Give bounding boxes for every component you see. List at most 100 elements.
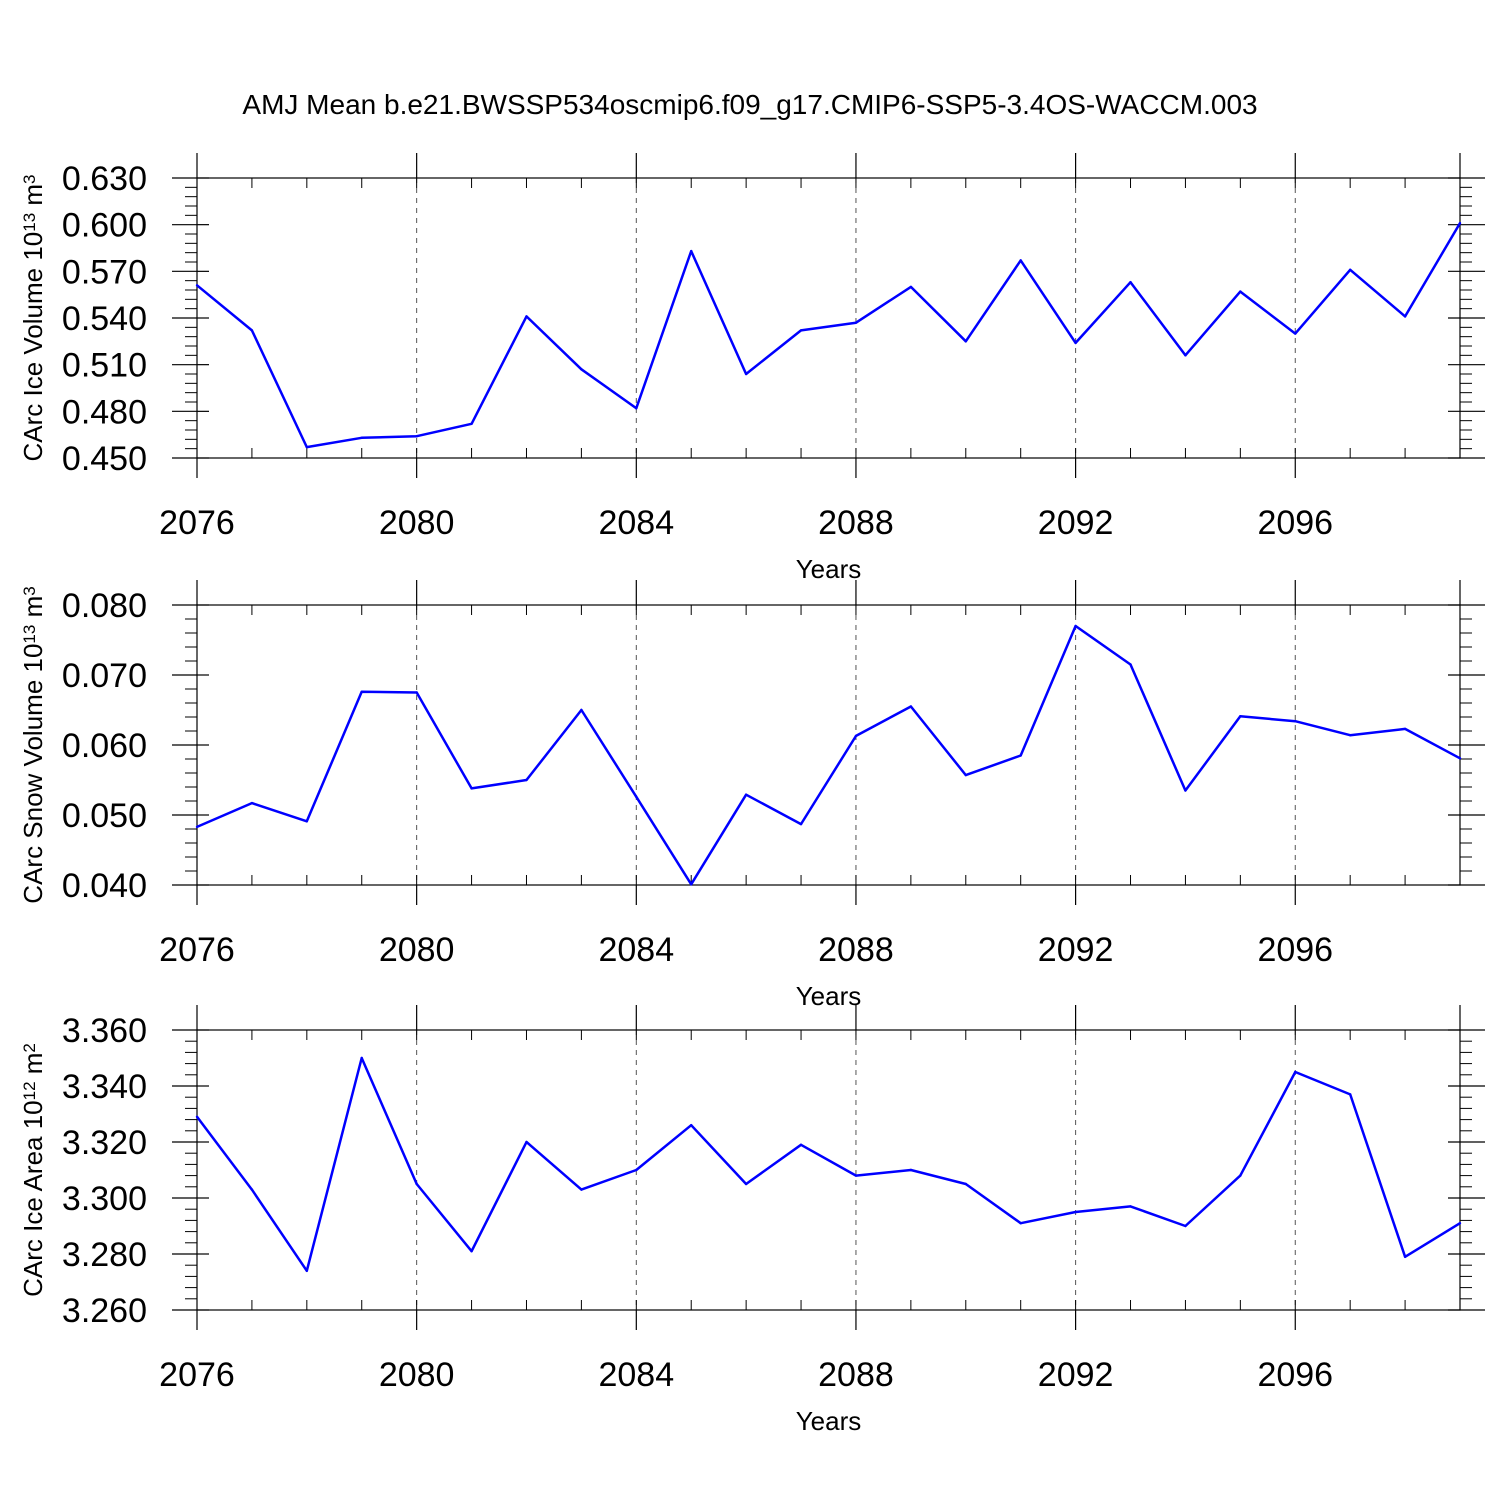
data-point [1184,1224,1187,1228]
y-axis-label-text: m [18,596,48,625]
y-tick-label: 3.340 [62,1068,147,1106]
y-tick-label: 3.360 [62,1012,147,1050]
data-point [1403,727,1407,731]
data-point [1019,259,1022,262]
data-point [1294,1070,1297,1074]
data-point [305,820,309,823]
y-tick-label: 0.570 [62,253,147,291]
data-point [195,284,199,287]
x-tick-label: 2076 [159,1356,235,1394]
data-point [799,329,803,332]
data-point [470,787,473,790]
data-point [580,1188,583,1191]
data-point [415,1182,418,1186]
series-line [196,1056,1461,1273]
y-tick-label: 0.510 [62,347,147,385]
data-point [964,773,967,777]
x-tick-label: 2084 [598,1356,674,1394]
data-point [635,1168,638,1172]
y-tick-label: 3.260 [62,1292,147,1330]
data-point [1129,663,1132,666]
data-point [195,825,199,829]
y-axis-label: CArc Ice Area 1012 m2 [18,1043,48,1297]
x-axis-label: Years [796,1406,862,1436]
y-axis-label: CArc Ice Volume 1013 m3 [18,174,48,461]
data-point [854,1174,858,1177]
data-point [250,801,254,805]
data-point [1458,1222,1462,1225]
data-point [250,1188,254,1191]
y-axis-label-superscript: 2 [20,1043,39,1052]
panels: 2076 2080 2084 2088 2092 2096 0.450 0.480 0.510 0… [18,153,1485,1436]
y-tick-label: 0.070 [62,657,147,695]
data-point [525,315,528,318]
x-tick-label: 2088 [818,931,894,969]
x-tick-label: 2084 [598,504,674,542]
y-tick-label: 0.600 [62,207,147,245]
data-point [744,372,748,376]
plot-frame [196,1029,1461,1311]
y-tick-label: 3.300 [62,1180,147,1218]
data-point [909,285,913,289]
y-tick-label: 0.080 [62,587,147,625]
y-axis-label-text: CArc Ice Volume 10 [18,232,48,462]
y-axis-label-superscript: 3 [20,174,39,183]
x-tick-label: 2080 [379,931,455,969]
x-tick-label: 2088 [818,1356,894,1394]
data-point [1458,757,1462,760]
data-point [1294,720,1297,723]
data-point [1019,754,1022,757]
data-point [360,1056,363,1060]
chart-title: AMJ Mean b.e21.BWSSP534oscmip6.f09_g17.C… [242,89,1257,120]
data-point [1074,341,1077,345]
data-point [1074,624,1077,628]
data-point [799,822,803,826]
data-point [305,1269,309,1273]
data-point [799,1143,803,1147]
data-point [525,1140,528,1144]
data-point [305,445,309,449]
x-tick-label: 2092 [1038,504,1114,542]
data-point [635,795,638,798]
data-point [1019,1222,1022,1225]
series-line [196,222,1462,449]
plot-frame [196,177,1461,459]
x-tick-label: 2076 [159,504,235,542]
data-point [415,691,418,694]
data-point [690,883,693,886]
data-point [1239,1174,1242,1177]
data-point [470,1250,473,1253]
y-tick-label: 0.050 [62,797,147,835]
data-point [580,708,583,712]
y-tick-label: 0.480 [62,393,147,431]
x-tick-label: 2084 [598,931,674,969]
data-point [1403,315,1407,318]
x-tick-label: 2076 [159,931,235,969]
plot-frame [196,604,1461,886]
data-point [1239,290,1242,293]
data-point [1294,332,1297,335]
data-point [1129,281,1132,284]
x-tick-label: 2088 [818,504,894,542]
data-point [964,340,967,343]
data-point [580,368,583,371]
y-axis-label: CArc Snow Volume 1013 m3 [18,586,48,903]
x-tick-label: 2080 [379,504,455,542]
data-point [360,436,363,439]
y-axis-label-superscript: 13 [20,213,39,232]
x-axis-label: Years [796,981,862,1011]
panel-2: 2076 2080 2084 2088 2092 2096 0.040 0.050 0.060 0… [18,580,1485,1011]
data-point [854,734,858,738]
y-tick-label: 0.630 [62,160,147,198]
data-point [909,1168,913,1172]
data-point [909,705,913,708]
data-point [964,1182,967,1186]
x-tick-label: 2092 [1038,1356,1114,1394]
y-tick-label: 0.060 [62,727,147,765]
x-tick-label: 2096 [1257,504,1333,542]
y-tick-label: 3.280 [62,1236,147,1274]
series-line [196,624,1461,886]
x-tick-label: 2096 [1257,1356,1333,1394]
x-axis-label: Years [796,554,862,584]
